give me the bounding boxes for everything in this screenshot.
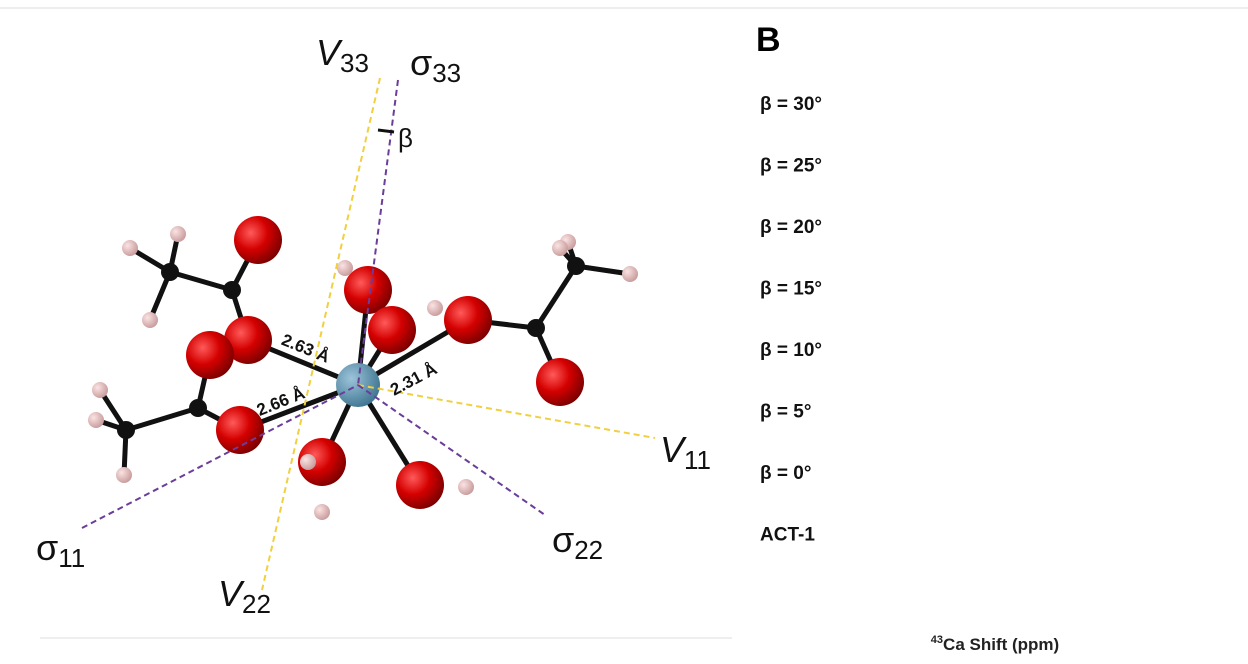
hydrogen-atom — [337, 260, 353, 276]
symbol: V — [316, 32, 343, 73]
axis-symbol-label: σ11 — [36, 527, 85, 573]
hydrogen-atom — [622, 266, 638, 282]
series-label: β = 5° — [760, 402, 811, 423]
series-label: β = 30° — [760, 94, 822, 115]
oxygen-atom — [368, 306, 416, 354]
oxygen-atom — [234, 216, 282, 264]
hydrogen-atom — [458, 479, 474, 495]
hydrogen-atom — [122, 240, 138, 256]
subscript: 22 — [574, 535, 603, 565]
axis-symbol-label: V11 — [660, 429, 711, 475]
hydrogen-atom — [92, 382, 108, 398]
carbon-atom — [161, 263, 179, 281]
oxygen-atom — [536, 358, 584, 406]
carbon-atom — [189, 399, 207, 417]
oxygen-atom — [344, 266, 392, 314]
series-label: ACT-1 — [760, 525, 815, 546]
hydrogen-atom — [427, 300, 443, 316]
oxygen-atom — [444, 296, 492, 344]
hydrogen-atom — [116, 467, 132, 483]
hydrogen-atom — [552, 240, 568, 256]
carbon-atom — [223, 281, 241, 299]
symbol: σ — [36, 527, 58, 568]
carbon-atom — [117, 421, 135, 439]
subscript: 11 — [58, 543, 85, 573]
symbol: σ — [410, 42, 432, 83]
series-label: β = 0° — [760, 463, 811, 484]
axis-symbol-label: σ33 — [410, 42, 461, 88]
oxygen-atom — [396, 461, 444, 509]
symbol: V — [660, 429, 687, 470]
panel-label: B — [756, 21, 781, 59]
symbol: V — [218, 573, 245, 614]
series-label: β = 25° — [760, 156, 822, 177]
frame-lines — [0, 8, 1248, 638]
series-label: β = 15° — [760, 279, 822, 300]
oxygen-atom — [216, 406, 264, 454]
angle-label: β — [398, 123, 413, 153]
axis-symbol-label: V33 — [316, 32, 369, 78]
subscript: 33 — [340, 48, 369, 78]
beta-mark — [378, 130, 394, 132]
x-axis-label: 43Ca Shift (ppm) — [931, 634, 1059, 655]
hydrogen-atom — [142, 312, 158, 328]
hydrogen-atom — [88, 412, 104, 428]
carbon-atom — [567, 257, 585, 275]
figure: B V33σ33V11V22σ11σ22β2.63 Å2.66 Å2.31 Å5… — [0, 0, 1248, 664]
series-label: β = 10° — [760, 340, 822, 361]
subscript: 22 — [242, 589, 271, 619]
x-axis-label-superscript: 43 — [931, 634, 943, 646]
hydrogen-atom — [300, 454, 316, 470]
axis-symbol-label: V22 — [218, 573, 271, 619]
symbol: σ — [552, 519, 574, 560]
hydrogen-atom — [170, 226, 186, 242]
axis-symbol-label: σ22 — [552, 519, 603, 565]
oxygen-atom — [186, 331, 234, 379]
x-axis-label-text: Ca Shift (ppm) — [943, 635, 1059, 654]
subscript: 11 — [684, 445, 711, 475]
subscript: 33 — [432, 58, 461, 88]
page: {"panel_label": "B", "diagram": { "axes"… — [0, 0, 1248, 664]
series-label: β = 20° — [760, 217, 822, 238]
carbon-atom — [527, 319, 545, 337]
hydrogen-atom — [314, 504, 330, 520]
molecule — [88, 216, 638, 520]
